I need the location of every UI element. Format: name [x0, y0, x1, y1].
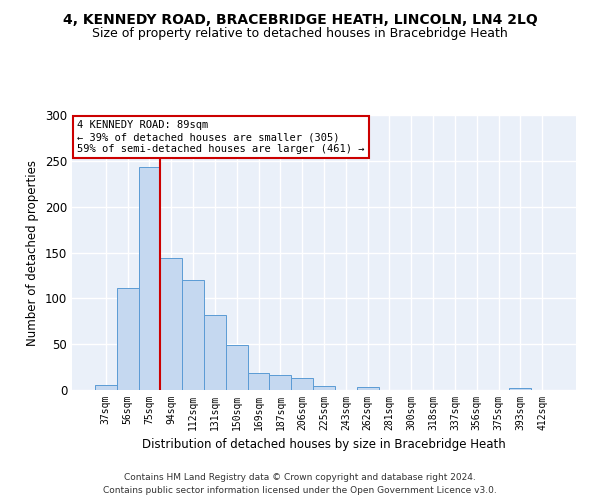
Bar [226, 345, 248, 390]
Text: 4 KENNEDY ROAD: 89sqm
← 39% of detached houses are smaller (305)
59% of semi-det: 4 KENNEDY ROAD: 89sqm ← 39% of detached … [77, 120, 365, 154]
Bar [509, 388, 531, 390]
Bar [291, 378, 313, 390]
Bar [357, 387, 379, 390]
Text: Contains HM Land Registry data © Crown copyright and database right 2024.: Contains HM Land Registry data © Crown c… [124, 474, 476, 482]
Text: Size of property relative to detached houses in Bracebridge Heath: Size of property relative to detached ho… [92, 28, 508, 40]
Bar [313, 386, 335, 390]
Bar [182, 280, 204, 390]
Bar [95, 384, 117, 390]
Text: 4, KENNEDY ROAD, BRACEBRIDGE HEATH, LINCOLN, LN4 2LQ: 4, KENNEDY ROAD, BRACEBRIDGE HEATH, LINC… [62, 12, 538, 26]
Y-axis label: Number of detached properties: Number of detached properties [26, 160, 40, 346]
Bar [248, 372, 269, 390]
Text: Contains public sector information licensed under the Open Government Licence v3: Contains public sector information licen… [103, 486, 497, 495]
Bar [139, 167, 160, 390]
Bar [160, 258, 182, 390]
Bar [117, 288, 139, 390]
Bar [204, 315, 226, 390]
X-axis label: Distribution of detached houses by size in Bracebridge Heath: Distribution of detached houses by size … [142, 438, 506, 452]
Bar [269, 376, 291, 390]
